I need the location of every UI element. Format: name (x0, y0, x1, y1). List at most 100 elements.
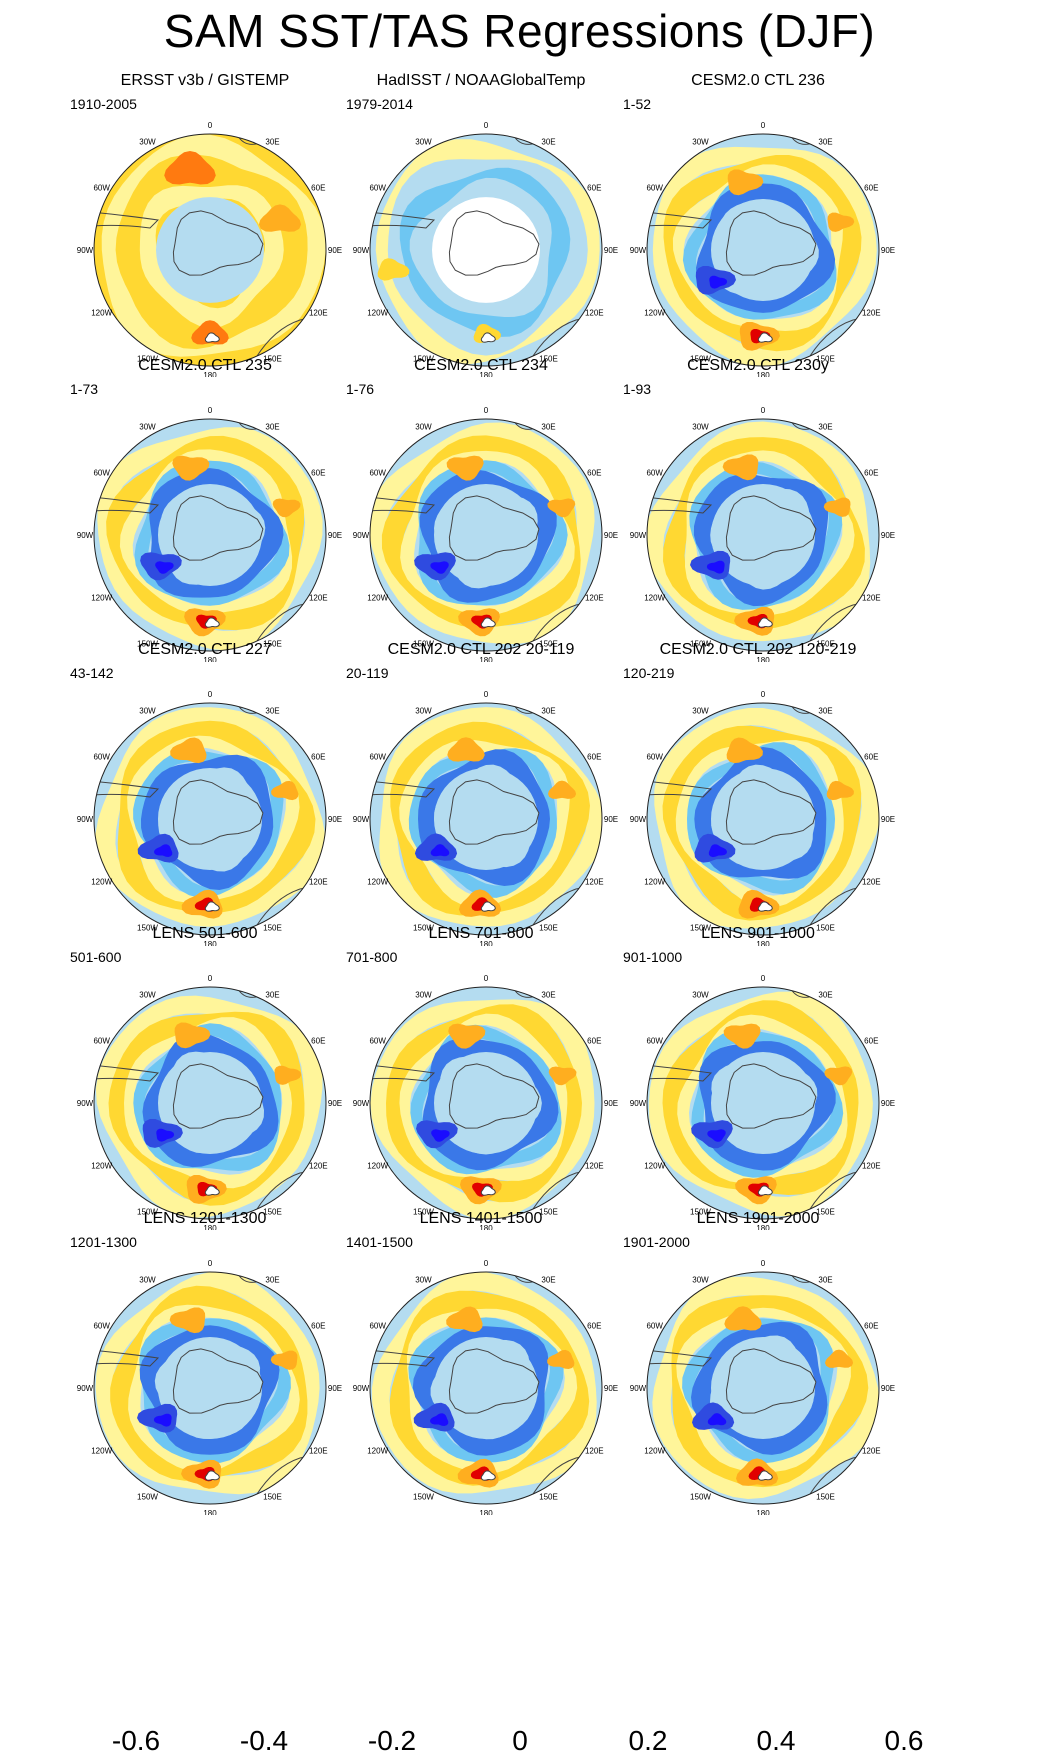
longitude-label: 120E (585, 1162, 604, 1171)
longitude-label: 30W (415, 991, 432, 1000)
contour-band (722, 454, 759, 481)
contour-band (447, 737, 485, 762)
longitude-label: 90W (77, 531, 94, 540)
longitude-label: 120W (367, 878, 388, 887)
longitude-label: 60E (587, 753, 601, 762)
longitude-label: 120E (585, 594, 604, 603)
south-america-coastline (647, 211, 713, 229)
contour-band (548, 780, 577, 799)
longitude-label: 150W (413, 1207, 434, 1216)
south-america-coastline (370, 1349, 436, 1367)
longitude-label: 60E (587, 1037, 601, 1046)
new-zealand-coastline (480, 1470, 496, 1481)
longitude-label: 90E (881, 531, 895, 540)
contour-band (399, 1013, 568, 1181)
panel-period: 120-219 (623, 665, 675, 681)
contour-band (709, 275, 728, 289)
longitude-label: 120E (862, 309, 881, 318)
panel-title: HadISST / NOAAGlobalTemp (376, 72, 586, 89)
longitude-label: 30W (139, 138, 156, 147)
longitude-label: 30W (139, 423, 156, 432)
antarctica-coastline (448, 210, 540, 276)
longitude-label: 120W (644, 309, 665, 318)
longitude-label: 30E (265, 991, 279, 1000)
contour-band (727, 169, 764, 196)
contour-band (707, 1129, 726, 1142)
contour-band (409, 177, 552, 317)
longitude-label: 90E (328, 531, 342, 540)
polar-map: 0 30E 60E 90E 120E 150E 180 150W 120W 90W 60W 30W (630, 690, 895, 946)
contour-band (153, 1413, 172, 1427)
longitude-label: 180 (479, 1509, 493, 1515)
longitude-label: 30W (415, 138, 432, 147)
figure-title: SAM SST/TAS Regressions (DJF) (163, 5, 876, 57)
contour-band (377, 258, 410, 281)
longitude-label: 120W (367, 1447, 388, 1456)
contour-band (823, 497, 851, 517)
map-boundary (93, 702, 327, 936)
longitude-label: 150E (816, 923, 835, 932)
polar-map: 0 30E 60E 90E 120E 150E 180 150W 120W 90W 60W 30W (630, 121, 895, 377)
longitude-label: 90W (77, 815, 94, 824)
antarctica-coastline (725, 779, 817, 845)
map-boundary (369, 418, 603, 652)
panel-period: 1901-2000 (623, 1234, 690, 1250)
longitude-label: 30W (139, 707, 156, 716)
contour-band (418, 460, 568, 606)
longitude-label: 150W (413, 354, 434, 363)
longitude-label: 0 (208, 1259, 213, 1268)
panel-title: LENS 1401-1500 (419, 1210, 543, 1227)
longitude-label: 150E (263, 639, 282, 648)
polar-map: 0 30E 60E 90E 120E 150E 180 150W 120W 90W 60W 30W (353, 121, 618, 377)
longitude-label: 30E (541, 138, 555, 147)
longitude-label: 30E (818, 991, 832, 1000)
longitude-label: 60W (93, 1322, 110, 1331)
longitude-label: 120W (91, 309, 112, 318)
new-zealand-coastline (757, 617, 773, 628)
longitude-label: 120W (367, 594, 388, 603)
longitude-label: 180 (203, 371, 217, 377)
colorbar-tick-label: -0.2 (368, 1725, 416, 1756)
longitude-label: 60W (646, 469, 663, 478)
longitude-label: 150W (413, 1492, 434, 1501)
antarctica-coastline (172, 210, 264, 276)
south-america-coastline (94, 1064, 160, 1082)
map-boundary (93, 133, 327, 367)
polar-map: 0 30E 60E 90E 120E 150E 180 150W 120W 90W 60W 30W (77, 1259, 342, 1515)
longitude-label: 120W (91, 878, 112, 887)
panel-title: LENS 1901-2000 (696, 1210, 820, 1227)
longitude-label: 90W (77, 1384, 94, 1393)
longitude-label: 0 (484, 121, 489, 130)
longitude-label: 180 (203, 1224, 217, 1230)
antarctica-coastline (448, 779, 540, 845)
contour-band (430, 844, 450, 857)
longitude-label: 120E (309, 878, 328, 887)
longitude-label: 90W (353, 531, 370, 540)
contour-band (155, 561, 174, 574)
longitude-label: 30W (415, 707, 432, 716)
longitude-label: 30E (818, 138, 832, 147)
longitude-label: 30W (139, 991, 156, 1000)
longitude-label: 120E (862, 1447, 881, 1456)
new-zealand-coastline (757, 1185, 773, 1196)
longitude-label: 60W (646, 1037, 663, 1046)
longitude-label: 60E (864, 184, 878, 193)
colorbar-tick-label: 0.6 (885, 1725, 924, 1756)
contour-band (826, 780, 854, 801)
panel-period: 1910-2005 (70, 96, 137, 112)
polar-map: 0 30E 60E 90E 120E 150E 180 150W 120W 90W 60W 30W (630, 974, 895, 1230)
antarctica-coastline (725, 495, 817, 561)
map-panel: HadISST / NOAAGlobalTemp 1979-2014 0 30E 60E… (336, 72, 626, 377)
contour-band (115, 155, 308, 350)
new-zealand-coastline (204, 617, 220, 628)
longitude-label: 120E (862, 594, 881, 603)
longitude-label: 30W (692, 138, 709, 147)
longitude-label: 60W (93, 1037, 110, 1046)
longitude-label: 0 (484, 690, 489, 699)
polar-map: 0 30E 60E 90E 120E 150E 180 150W 120W 90W 60W 30W (77, 406, 342, 662)
contour-band (272, 498, 301, 518)
new-zealand-coastline (757, 901, 773, 912)
longitude-label: 150W (137, 639, 158, 648)
longitude-label: 30E (265, 138, 279, 147)
